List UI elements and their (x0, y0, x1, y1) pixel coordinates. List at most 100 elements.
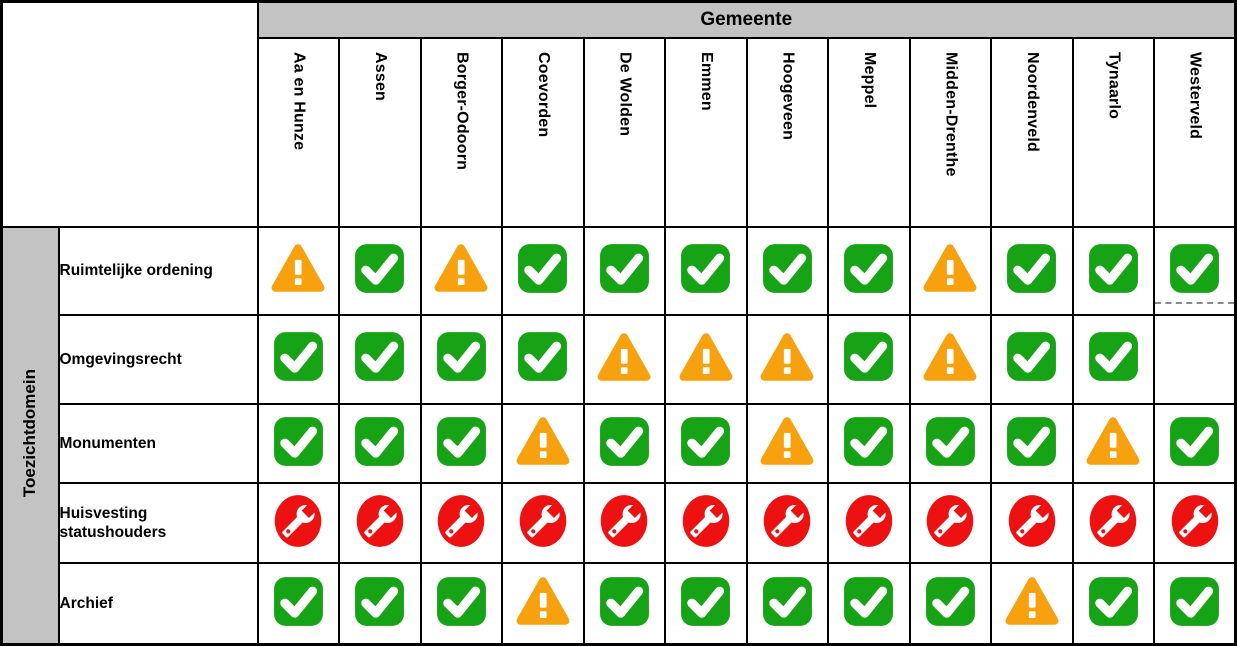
wrench-icon (922, 490, 978, 552)
status-cell-westerveld-omgevingsrecht (1153, 313, 1237, 405)
status-cell-aa-en-hunze-monumenten (256, 402, 340, 485)
wrench-icon (1085, 490, 1141, 552)
status-cell-coevorden-monumenten (501, 402, 585, 485)
check-icon (353, 242, 406, 295)
check-icon (679, 242, 732, 295)
municipality-names-row: Aa en Hunze Assen Borger-Odoorn Coevorden De… (2, 36, 1237, 228)
check-icon (1087, 330, 1140, 383)
status-cell-emmen-ruimtelijke-ordening (664, 225, 748, 316)
toezichtdomein-label: Toezichtdomein (20, 368, 40, 497)
check-icon (761, 242, 814, 295)
wrench-icon (841, 490, 897, 552)
status-cell-de-wolden-huisvesting-statushouders (582, 482, 666, 565)
status-cell-aa-en-hunze-archief (256, 562, 340, 646)
status-cell-de-wolden-archief (582, 562, 666, 646)
status-cell-emmen-omgevingsrecht (664, 313, 748, 405)
check-icon (842, 330, 895, 383)
row-label-monumenten: Monumenten (57, 402, 259, 485)
status-cell-meppel-huisvesting-statushouders (827, 482, 911, 565)
status-cell-meppel-archief (827, 562, 911, 646)
status-cell-midden-drenthe-omgevingsrecht (908, 313, 992, 405)
check-icon (353, 575, 406, 628)
column-header-emmen: Emmen (664, 36, 748, 228)
warning-triangle-icon (921, 242, 979, 294)
check-icon (272, 330, 325, 383)
wrench-icon (596, 490, 652, 552)
check-icon (1087, 575, 1140, 628)
check-icon (1005, 242, 1058, 295)
check-icon (435, 330, 488, 383)
column-header-label: Meppel (860, 51, 878, 108)
row-label-huisvesting-statushouders: Huisvesting statushouders (57, 482, 259, 565)
status-cell-tynaarlo-huisvesting-statushouders (1071, 482, 1155, 565)
status-cell-midden-drenthe-ruimtelijke-ordening (908, 225, 992, 316)
status-cell-hoogeveen-archief (745, 562, 829, 646)
check-icon (353, 330, 406, 383)
table-row-archief: Archief (2, 562, 1237, 646)
check-icon (1168, 415, 1221, 468)
warning-triangle-icon (514, 575, 572, 627)
status-cell-borger-odoorn-monumenten (419, 402, 503, 485)
column-header-label: Coevorden (534, 51, 552, 137)
column-header-label: Midden-Drenthe (942, 51, 960, 177)
warning-triangle-icon (514, 415, 572, 467)
row-label-omgevingsrecht: Omgevingsrecht (57, 313, 259, 405)
status-cell-noordenveld-huisvesting-statushouders (990, 482, 1074, 565)
column-header-hoogeveen: Hoogeveen (745, 36, 829, 228)
status-cell-hoogeveen-huisvesting-statushouders (745, 482, 829, 565)
check-icon (1168, 575, 1221, 628)
warning-triangle-icon (921, 331, 979, 383)
status-cell-borger-odoorn-ruimtelijke-ordening (419, 225, 503, 316)
column-header-coevorden: Coevorden (501, 36, 585, 228)
matrix-body: Toezichtdomein Ruimtelijke ordening (0, 225, 1237, 646)
column-header-westerveld: Westerveld (1153, 36, 1237, 228)
check-icon (516, 242, 569, 295)
check-icon (679, 415, 732, 468)
status-cell-emmen-monumenten (664, 402, 748, 485)
column-header-label: Emmen (697, 51, 715, 111)
status-cell-tynaarlo-omgevingsrecht (1071, 313, 1155, 405)
column-header-midden-drenthe: Midden-Drenthe (908, 36, 992, 228)
check-icon (272, 575, 325, 628)
status-cell-de-wolden-monumenten (582, 402, 666, 485)
corner-blank-cell (0, 0, 259, 228)
check-icon (435, 415, 488, 468)
status-cell-borger-odoorn-archief (419, 562, 503, 646)
check-icon (353, 415, 406, 468)
status-cell-coevorden-ruimtelijke-ordening (501, 225, 585, 316)
column-header-borger-odoorn: Borger-Odoorn (419, 36, 503, 228)
column-header-label: Noordenveld (1023, 51, 1041, 152)
check-icon (598, 242, 651, 295)
status-cell-hoogeveen-omgevingsrecht (745, 313, 829, 405)
check-icon (598, 415, 651, 468)
status-cell-westerveld-ruimtelijke-ordening (1153, 225, 1237, 316)
check-icon (1087, 242, 1140, 295)
wrench-icon (678, 490, 734, 552)
warning-triangle-icon (1084, 415, 1142, 467)
status-cell-midden-drenthe-archief (908, 562, 992, 646)
gemeente-label: Gemeente (700, 8, 793, 30)
wrench-icon (1167, 490, 1223, 552)
warning-triangle-icon (758, 415, 816, 467)
status-cell-coevorden-archief (501, 562, 585, 646)
check-icon (435, 575, 488, 628)
status-cell-coevorden-huisvesting-statushouders (501, 482, 585, 565)
row-label-archief: Archief (57, 562, 259, 646)
column-header-label: Assen (371, 51, 389, 101)
status-cell-noordenveld-ruimtelijke-ordening (990, 225, 1074, 316)
table-row-omgevingsrecht: Omgevingsrecht (2, 313, 1237, 405)
column-header-noordenveld: Noordenveld (990, 36, 1074, 228)
check-icon (598, 575, 651, 628)
status-cell-midden-drenthe-huisvesting-statushouders (908, 482, 992, 565)
check-icon (842, 242, 895, 295)
status-cell-meppel-monumenten (827, 402, 911, 485)
warning-triangle-icon (758, 331, 816, 383)
status-cell-borger-odoorn-omgevingsrecht (419, 313, 503, 405)
check-icon (1005, 415, 1058, 468)
status-cell-noordenveld-archief (990, 562, 1074, 646)
check-icon (842, 415, 895, 468)
status-cell-midden-drenthe-monumenten (908, 402, 992, 485)
status-cell-tynaarlo-ruimtelijke-ordening (1071, 225, 1155, 316)
check-icon (761, 575, 814, 628)
